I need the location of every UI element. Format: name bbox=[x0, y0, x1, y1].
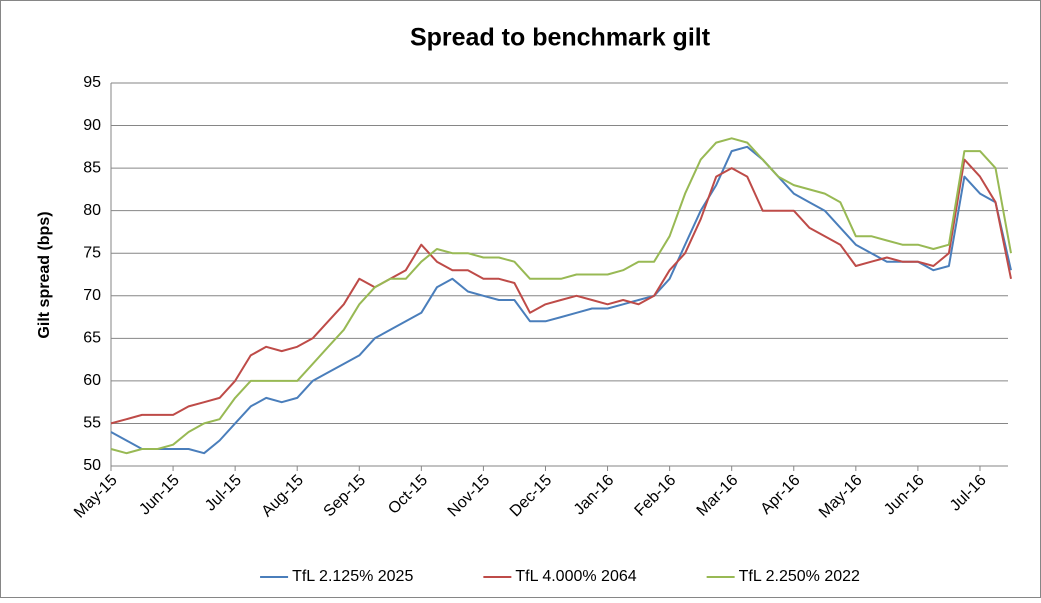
y-tick-label: 75 bbox=[83, 244, 101, 261]
series-line bbox=[110, 158, 1012, 425]
legend-label: TfL 2.125% 2025 bbox=[292, 568, 413, 585]
chart-title: Spread to benchmark gilt bbox=[410, 24, 711, 52]
y-tick-label: 55 bbox=[83, 415, 101, 432]
y-tick-label: 85 bbox=[83, 159, 101, 176]
y-tick-label: 95 bbox=[83, 74, 101, 91]
y-tick-label: 70 bbox=[83, 287, 101, 304]
y-tick-label: 60 bbox=[83, 372, 101, 389]
legend-label: TfL 4.000% 2064 bbox=[515, 568, 636, 585]
y-tick-label: 50 bbox=[83, 457, 101, 474]
y-axis-label: Gilt spread (bps) bbox=[36, 211, 53, 338]
series-line bbox=[110, 137, 1012, 455]
y-tick-label: 80 bbox=[83, 202, 101, 219]
legend-label: TfL 2.250% 2022 bbox=[739, 568, 860, 585]
y-tick-label: 90 bbox=[83, 117, 101, 134]
y-tick-label: 65 bbox=[83, 330, 101, 347]
series-line bbox=[110, 145, 1012, 455]
